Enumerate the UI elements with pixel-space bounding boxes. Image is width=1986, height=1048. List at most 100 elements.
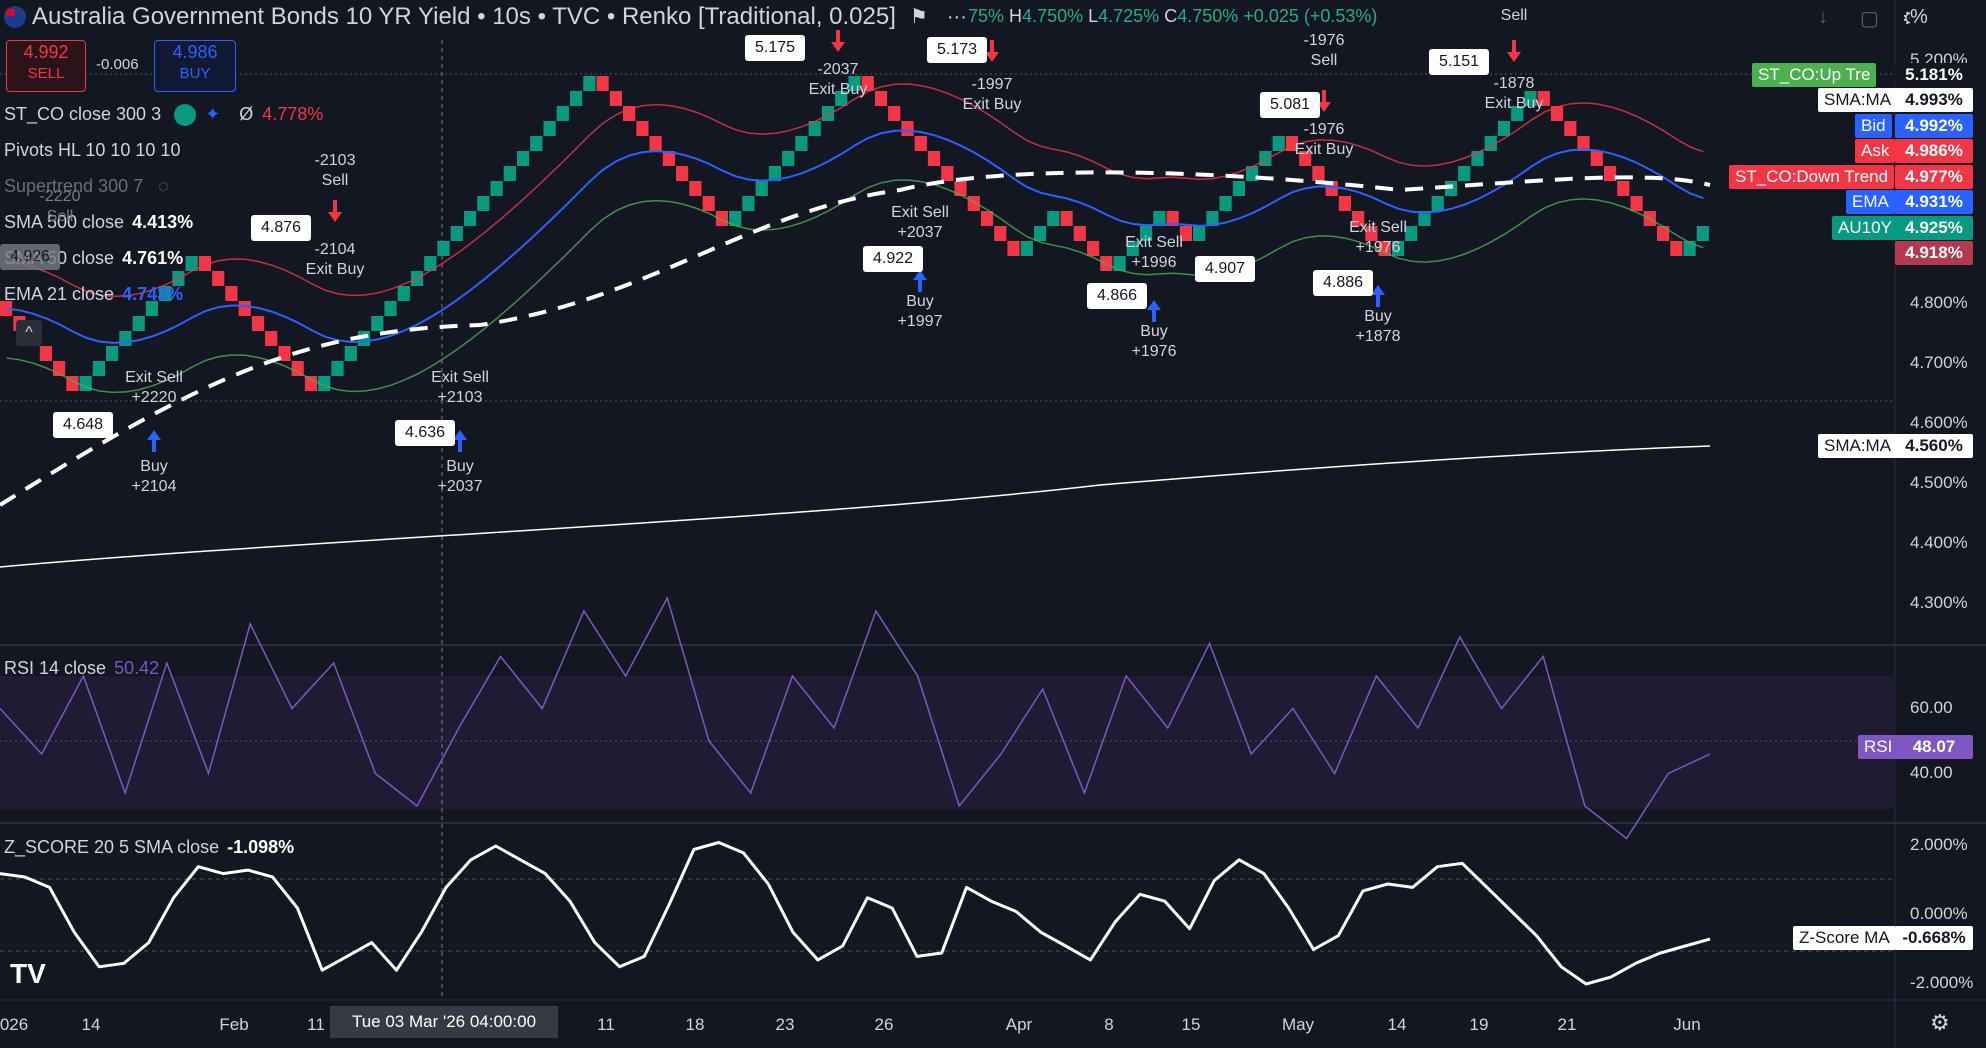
renko-brick [1604,166,1617,181]
eye-off-icon[interactable]: ◌ [158,176,169,196]
value-au10y: 4.925% [1895,216,1973,240]
trade-arrow-icon [985,40,999,62]
sell-price: 4.992 [23,42,69,62]
pivot-label: 4.886 [1312,270,1374,296]
label-ask: Ask [1855,139,1896,163]
annotation: Exit Sell +2037 [891,204,949,241]
sparkle-icon[interactable]: ✦ [205,104,221,124]
label-bid: Bid [1855,114,1892,138]
z-tick-2: 2.000% [1910,835,1968,854]
renko-brick [517,151,530,166]
annotation: Buy +1976 [1131,323,1177,360]
buy-button[interactable]: 4.986 BUY [154,40,236,92]
pivot-label: 5.173 [926,37,988,63]
renko-brick [1126,241,1139,256]
legend-st-co[interactable]: ST_CO close 300 3 ✦ Ø 4.778% [4,104,323,127]
renko-brick [994,226,1007,241]
z-tick-neg2: -2.000% [1910,973,1974,992]
legend-rsi[interactable]: RSI 14 close 50.42 [4,658,159,679]
legend-sma500-name: SMA 500 close [4,212,125,232]
renko-brick [1338,196,1351,211]
renko-brick [1153,211,1166,226]
alert-clock-icon[interactable] [174,104,197,127]
renko-brick [1378,241,1391,256]
renko-brick [1577,136,1590,151]
renko-brick [1418,211,1431,226]
legend-sma500[interactable]: SMA 500 close 4.413% [4,212,193,233]
renko-brick [291,361,304,376]
value-sma-500: 4.560% [1895,434,1973,458]
pivot-label: 5.151 [1428,49,1490,75]
renko-brick [1617,181,1630,196]
legend-rsi-name: RSI 14 close [4,658,107,678]
renko-brick [251,316,265,331]
x-tick: 21 [1557,1015,1577,1034]
renko-brick [927,151,941,166]
st-co-down-line [6,83,1704,298]
x-tick: 19 [1469,1015,1489,1034]
trade-arrow-icon [831,30,845,52]
label-rsi: RSI [1858,735,1899,759]
renko-brick [1113,256,1126,271]
renko-brick [980,211,994,226]
x-tick: 23 [775,1015,795,1034]
x-tick: 15 [1181,1015,1201,1034]
sell-button[interactable]: 4.992 SELL [6,40,86,92]
frame-icon[interactable]: ▢ [1860,8,1879,30]
pivot-label: 5.081 [1259,92,1321,118]
x-tick: May [1281,1015,1315,1034]
legend-pivots[interactable]: Pivots HL 10 10 10 10 [4,140,181,160]
x-tick: 11 [307,1015,325,1034]
renko-brick [1020,241,1033,256]
trade-arrow-icon [453,430,467,452]
y-tick-4300: 4.300% [1910,593,1968,612]
x-tick: 26 [874,1015,894,1034]
more-icon[interactable]: ··· [946,6,967,28]
renko-brick [198,256,211,271]
percent-label[interactable]: % [1910,6,1928,29]
renko-brick [1179,226,1192,241]
collapse-chevron-icon[interactable]: ^ [16,320,42,346]
pivot-label: 4.926 [0,244,61,270]
annotation: -1976 Exit Buy [1294,121,1354,158]
renko-brick [1405,226,1418,241]
legend-zscore[interactable]: Z_SCORE 20 5 SMA close -1.098% [4,837,294,858]
legend-ema21[interactable]: EMA 21 close 4.743% [4,284,183,305]
y-tick-4700: 4.700% [1910,353,1968,372]
legend-sma50-value: 4.761% [122,248,184,268]
buy-price: 4.986 [172,42,218,62]
ohlc-h-key: H [1009,6,1023,26]
renko-brick [397,286,410,301]
trade-arrow-icon [147,430,161,452]
x-tick: 18 [685,1015,705,1034]
flag-icon[interactable]: ⚑ [909,6,928,28]
renko-brick [1696,226,1709,241]
renko-brick [848,76,861,91]
renko-brick [715,211,728,226]
value-ema: 4.931% [1895,190,1973,214]
renko-brick [1497,121,1511,136]
annotation: -2220 Sell [39,188,81,225]
renko-brick [0,301,13,316]
renko-brick [92,361,105,376]
legend-ema21-name: EMA 21 close [4,284,115,304]
renko-brick [888,106,901,121]
sell-label: SELL [27,65,65,82]
y-tick-4400: 4.400% [1910,533,1968,552]
arrow-down-icon[interactable]: ↓ [1818,6,1828,28]
symbol-title[interactable]: Australia Government Bonds 10 YR Yield •… [32,3,896,30]
label-sma-ma: SMA:MA [1818,88,1898,112]
renko-brick [676,166,689,181]
renko-brick [1047,211,1060,226]
legend-supertrend[interactable]: Supertrend 300 7 ◌ [4,176,169,197]
label-au10y: AU10Y [1832,216,1898,240]
annotation: Buy +1997 [897,293,943,330]
x-tick: 14 [81,1015,101,1034]
renko-brick [596,76,609,91]
settings-icon[interactable]: ⚙ [1930,1010,1950,1035]
renko-brick [39,346,52,361]
renko-brick [1060,211,1073,226]
renko-brick [477,196,490,211]
ohlc-change: +0.025 (+0.53%) [1243,6,1378,26]
